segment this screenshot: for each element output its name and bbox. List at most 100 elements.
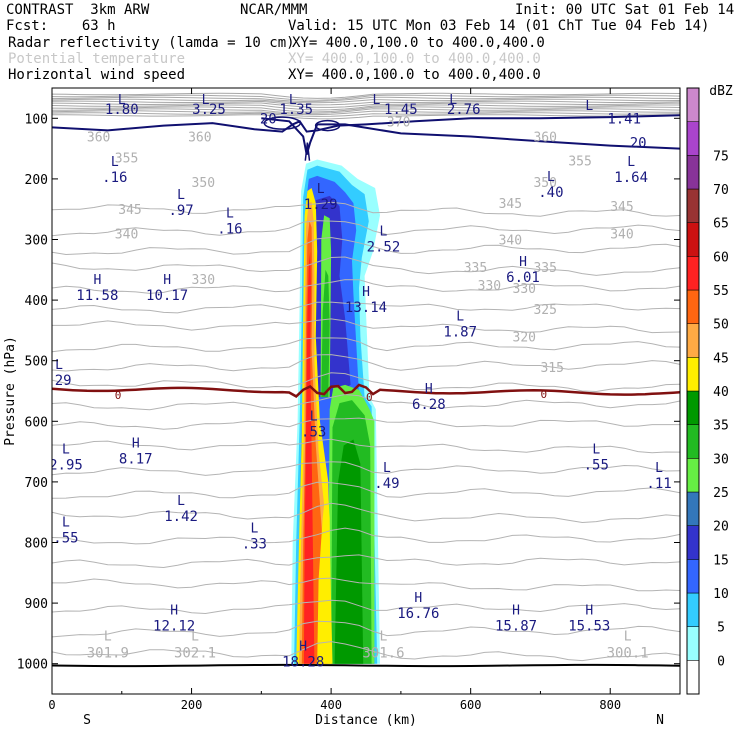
- reflectivity-region: [334, 439, 364, 664]
- colorbar-label: 5: [717, 621, 725, 636]
- colorbar-segment: [686, 121, 700, 156]
- theta-isentrope: [52, 641, 680, 662]
- extremum-type: L: [62, 515, 70, 530]
- model-label: CONTRAST 3km ARW: [6, 2, 150, 18]
- extremum-type: H: [519, 255, 527, 270]
- field-reflectivity-xy: XY= 400.0,100.0 to 400.0,400.0: [292, 35, 545, 51]
- theta-isentrope: [52, 620, 680, 638]
- extremum-type: L: [380, 225, 388, 240]
- theta-min-value: 301.9: [87, 646, 129, 662]
- extremum-type: L: [310, 409, 318, 424]
- wind-low-marker: L: [202, 93, 210, 108]
- theta-label: 330: [478, 279, 501, 294]
- extremum-value: .97: [168, 203, 193, 219]
- extremum-value: 1.87: [443, 324, 477, 340]
- colorbar-segment: [686, 256, 700, 291]
- extremum-value: .29: [46, 373, 71, 389]
- theta-isentrope-upper: [52, 108, 680, 114]
- colorbar-segment: [686, 525, 700, 560]
- extremum-value: .55: [584, 458, 609, 474]
- field-wind-xy: XY= 400.0,100.0 to 400.0,400.0: [288, 67, 541, 83]
- x-tick-label: 800: [599, 698, 621, 712]
- theta-isentrope-upper: [52, 106, 680, 113]
- extremum-type: L: [62, 443, 70, 458]
- theta-isentrope: [52, 577, 680, 592]
- theta-label: 350: [192, 176, 215, 191]
- y-tick-label: 100: [25, 112, 48, 127]
- fcst-label: Fcst: 63 h: [6, 18, 116, 34]
- center-label: NCAR/MMM: [240, 2, 308, 18]
- extremum-value: 6.01: [506, 270, 540, 286]
- y-tick-label: 1000: [17, 658, 48, 673]
- field-wind: Horizontal wind speed: [8, 67, 186, 83]
- colorbar-label: 75: [713, 149, 729, 164]
- colorbar-label: 30: [713, 452, 729, 467]
- colorbar-segment: [686, 491, 700, 526]
- y-tick-label: 200: [25, 173, 48, 188]
- y-axis-label: Pressure (hPa): [3, 336, 18, 446]
- extremum-type: L: [592, 443, 600, 458]
- y-tick-label: 500: [25, 355, 48, 370]
- freezing-level-label: 0: [540, 388, 547, 401]
- theta-min-value: 300.1: [607, 646, 649, 662]
- theta-isentrope-upper: [52, 104, 680, 111]
- wind-label: 3.25: [192, 102, 226, 118]
- theta-label: 335: [533, 261, 556, 276]
- theta-isentrope-upper: [52, 112, 680, 117]
- theta-label: 340: [115, 227, 138, 242]
- theta-label: 345: [499, 197, 522, 212]
- surface-line: [52, 663, 680, 668]
- x-tick-label: 0: [48, 698, 55, 712]
- theta-isentrope-upper: [52, 98, 680, 104]
- theta-isentrope: [52, 318, 680, 334]
- extremum-value: 16.76: [397, 606, 439, 622]
- theta-isentrope: [52, 502, 680, 524]
- theta-label: 330: [192, 273, 215, 288]
- theta-label: 335: [464, 261, 487, 276]
- colorbar-segment: [686, 323, 700, 358]
- colorbar-label: 20: [713, 520, 729, 535]
- y-tick-label: 800: [25, 537, 48, 552]
- theta-label: 360: [533, 130, 556, 145]
- colorbar-segment: [686, 559, 700, 594]
- wind-loop: [263, 116, 302, 130]
- colorbar-label: 0: [717, 654, 725, 669]
- x-tick-label: 200: [181, 698, 203, 712]
- y-tick-label: 900: [25, 597, 48, 612]
- extremum-value: .11: [646, 476, 671, 492]
- wind-loop: [304, 142, 311, 161]
- extremum-value: 18.28: [282, 655, 324, 671]
- extremum-value: .16: [102, 170, 127, 186]
- theta-min-type: L: [104, 630, 112, 645]
- extremum-value: 1.42: [164, 509, 198, 525]
- wind-label: 1.45: [384, 102, 418, 118]
- extremum-value: 13.14: [345, 300, 387, 316]
- extremum-value: .55: [53, 530, 78, 546]
- theta-label: 360: [188, 130, 211, 145]
- theta-isentrope: [52, 256, 680, 276]
- extremum-type: H: [163, 273, 171, 288]
- extremum-type: L: [111, 155, 119, 170]
- extremum-value: 2.52: [367, 240, 401, 256]
- wind-low-marker: L: [289, 93, 297, 108]
- y-tick-label: 600: [25, 415, 48, 430]
- extremum-type: L: [627, 155, 635, 170]
- extremum-value: 12.12: [153, 618, 195, 634]
- reflectivity-region: [303, 251, 315, 664]
- extremum-value: 6.28: [412, 397, 446, 413]
- colorbar-label: 65: [713, 217, 729, 232]
- freezing-level-label: 0: [115, 389, 122, 402]
- freezing-level-line: [52, 383, 680, 398]
- wind-contour-20b: [261, 117, 680, 155]
- colorbar-segment: [686, 222, 700, 257]
- wind-low-marker: L: [449, 93, 457, 108]
- extremum-type: L: [250, 521, 258, 536]
- extremum-type: L: [177, 494, 185, 509]
- wind-label: 20: [630, 136, 647, 152]
- colorbar-segment: [686, 626, 700, 661]
- theta-isentrope: [52, 527, 680, 545]
- wind-loop: [314, 119, 341, 132]
- extremum-type: H: [132, 437, 140, 452]
- extremum-type: H: [512, 603, 520, 618]
- extremum-type: L: [226, 206, 234, 221]
